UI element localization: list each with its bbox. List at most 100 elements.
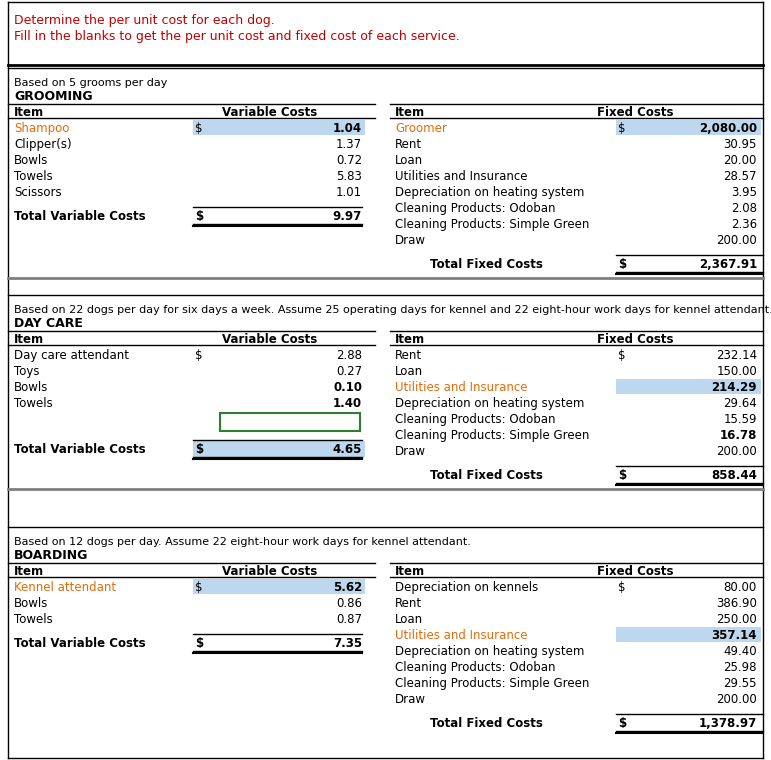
Text: Loan: Loan (395, 154, 423, 167)
Text: 2.08: 2.08 (731, 202, 757, 215)
Text: Scissors: Scissors (14, 186, 62, 199)
Text: Shampoo: Shampoo (14, 122, 69, 135)
Text: Determine the per unit cost for each dog.: Determine the per unit cost for each dog… (14, 14, 274, 27)
Text: Rent: Rent (395, 349, 423, 362)
Text: Item: Item (14, 565, 44, 578)
Text: Total Fixed Costs: Total Fixed Costs (430, 258, 543, 271)
Text: Depreciation on heating system: Depreciation on heating system (395, 186, 584, 199)
Text: Fixed Costs: Fixed Costs (597, 106, 673, 119)
Text: 16.78: 16.78 (719, 429, 757, 442)
Text: Bowls: Bowls (14, 154, 49, 167)
Text: Total Variable Costs: Total Variable Costs (14, 210, 146, 223)
Text: 250.00: 250.00 (716, 613, 757, 626)
Text: 25.98: 25.98 (723, 661, 757, 674)
Text: Item: Item (395, 565, 425, 578)
Text: Loan: Loan (395, 365, 423, 378)
Text: 1.04: 1.04 (333, 122, 362, 135)
Text: Item: Item (14, 333, 44, 346)
Text: Utilities and Insurance: Utilities and Insurance (395, 629, 527, 642)
Text: 214.29: 214.29 (712, 381, 757, 394)
Text: Variable Costs: Variable Costs (222, 106, 318, 119)
Text: Day care attendant: Day care attendant (14, 349, 129, 362)
Text: 49.40: 49.40 (723, 645, 757, 658)
Text: $: $ (618, 717, 626, 730)
Text: Bowls: Bowls (14, 381, 49, 394)
Text: $: $ (618, 469, 626, 482)
Text: Cleaning Products: Simple Green: Cleaning Products: Simple Green (395, 677, 589, 690)
Text: $: $ (618, 349, 625, 362)
Text: Item: Item (395, 333, 425, 346)
Text: 150.00: 150.00 (716, 365, 757, 378)
Text: Cleaning Products: Odoban: Cleaning Products: Odoban (395, 202, 555, 215)
Text: $: $ (195, 443, 203, 456)
Bar (616, 627, 761, 642)
Text: Total Fixed Costs: Total Fixed Costs (430, 717, 543, 730)
Text: $: $ (195, 122, 203, 135)
Text: Variable Costs: Variable Costs (222, 333, 318, 346)
Text: $: $ (195, 349, 203, 362)
Text: 0.27: 0.27 (336, 365, 362, 378)
Text: Towels: Towels (14, 397, 52, 410)
Bar (616, 120, 761, 135)
Bar (193, 579, 365, 594)
Text: 20.00: 20.00 (724, 154, 757, 167)
Text: 29.64: 29.64 (723, 397, 757, 410)
Text: Item: Item (14, 106, 44, 119)
Text: $: $ (618, 581, 625, 594)
Text: Cleaning Products: Odoban: Cleaning Products: Odoban (395, 413, 555, 426)
Text: Clipper(s): Clipper(s) (14, 138, 72, 151)
Bar (193, 120, 365, 135)
Text: Kennel attendant: Kennel attendant (14, 581, 116, 594)
Text: $: $ (195, 637, 203, 650)
Text: Cleaning Products: Simple Green: Cleaning Products: Simple Green (395, 218, 589, 231)
Text: Groomer: Groomer (395, 122, 447, 135)
Text: 7.35: 7.35 (333, 637, 362, 650)
Text: $: $ (618, 258, 626, 271)
Text: 2,080.00: 2,080.00 (699, 122, 757, 135)
Text: 200.00: 200.00 (716, 445, 757, 458)
Text: 858.44: 858.44 (711, 469, 757, 482)
Text: $: $ (195, 210, 203, 223)
Text: 30.95: 30.95 (724, 138, 757, 151)
Text: 200.00: 200.00 (716, 234, 757, 247)
Text: 15.59: 15.59 (723, 413, 757, 426)
Text: 0.72: 0.72 (336, 154, 362, 167)
Text: Fixed Costs: Fixed Costs (597, 333, 673, 346)
Text: GROOMING: GROOMING (14, 90, 93, 103)
Text: 1.40: 1.40 (333, 397, 362, 410)
Text: Total Fixed Costs: Total Fixed Costs (430, 469, 543, 482)
Bar (193, 441, 365, 457)
Text: Depreciation on kennels: Depreciation on kennels (395, 581, 538, 594)
Text: 4.65: 4.65 (332, 443, 362, 456)
Text: Draw: Draw (395, 234, 426, 247)
Text: 80.00: 80.00 (724, 581, 757, 594)
Text: Cleaning Products: Odoban: Cleaning Products: Odoban (395, 661, 555, 674)
Text: Rent: Rent (395, 597, 423, 610)
Text: Item: Item (395, 106, 425, 119)
Text: Variable Costs: Variable Costs (222, 565, 318, 578)
Text: 200.00: 200.00 (716, 693, 757, 706)
Text: Total Variable Costs: Total Variable Costs (14, 443, 146, 456)
Text: Based on 5 grooms per day: Based on 5 grooms per day (14, 78, 167, 88)
Text: 1,378.97: 1,378.97 (699, 717, 757, 730)
Text: 29.55: 29.55 (723, 677, 757, 690)
Text: Towels: Towels (14, 170, 52, 183)
Bar (616, 379, 761, 394)
Text: $: $ (195, 581, 203, 594)
Text: Based on 12 dogs per day. Assume 22 eight-hour work days for kennel attendant.: Based on 12 dogs per day. Assume 22 eigh… (14, 537, 471, 547)
Text: 3.95: 3.95 (731, 186, 757, 199)
Text: 232.14: 232.14 (716, 349, 757, 362)
Text: Depreciation on heating system: Depreciation on heating system (395, 397, 584, 410)
Text: 1.37: 1.37 (336, 138, 362, 151)
Text: 2,367.91: 2,367.91 (699, 258, 757, 271)
Text: 2.88: 2.88 (336, 349, 362, 362)
Text: Towels: Towels (14, 613, 52, 626)
Text: Toys: Toys (14, 365, 39, 378)
Text: Loan: Loan (395, 613, 423, 626)
Text: Utilities and Insurance: Utilities and Insurance (395, 381, 527, 394)
Text: Fill in the blanks to get the per unit cost and fixed cost of each service.: Fill in the blanks to get the per unit c… (14, 30, 460, 43)
Text: 1.01: 1.01 (336, 186, 362, 199)
Text: Based on 22 dogs per day for six days a week. Assume 25 operating days for kenne: Based on 22 dogs per day for six days a … (14, 305, 771, 315)
Text: Draw: Draw (395, 445, 426, 458)
Text: Total Variable Costs: Total Variable Costs (14, 637, 146, 650)
